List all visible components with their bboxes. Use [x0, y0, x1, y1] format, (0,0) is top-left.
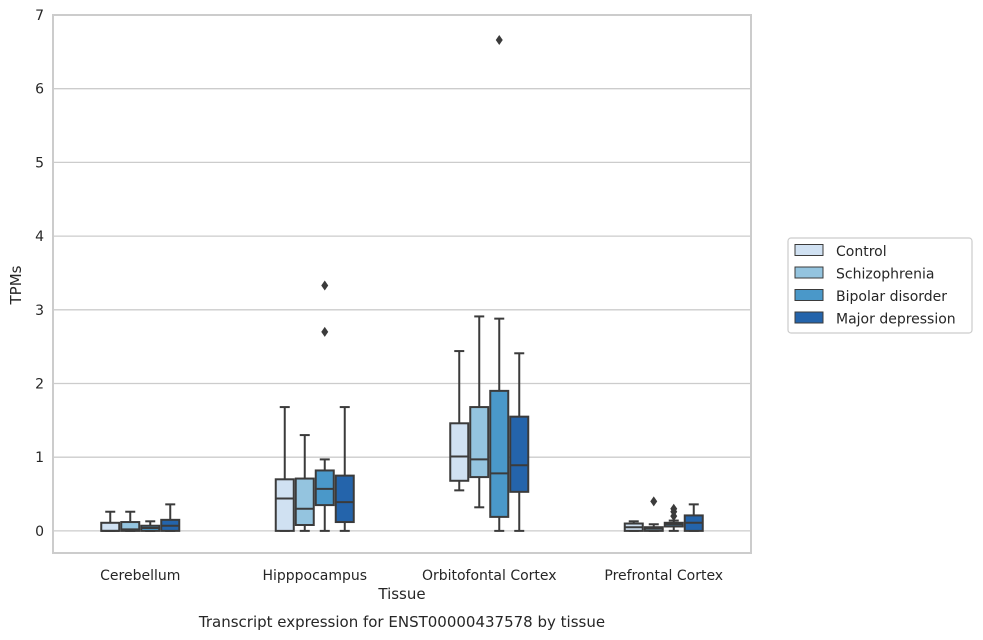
y-axis-ticks: 0 1 2 3 4 5 6 7 — [35, 8, 44, 540]
legend-label: Control — [836, 244, 887, 260]
x-tick-label: Cerebellum — [100, 568, 180, 584]
legend: Control Schizophrenia Bipolar disorder Majo… — [787, 237, 973, 334]
box-major-depression — [509, 352, 530, 532]
box-body — [449, 422, 470, 482]
legend-frame — [787, 237, 973, 334]
legend-label: Schizophrenia — [836, 267, 934, 283]
y-tick-label: 1 — [35, 450, 44, 466]
y-axis-title: TPMs — [7, 265, 25, 305]
box-control — [274, 406, 295, 532]
box-body — [489, 389, 510, 518]
legend-swatch — [794, 266, 824, 279]
outlier-point — [321, 280, 329, 291]
grid-lines — [53, 14, 751, 532]
y-tick-label: 5 — [35, 155, 44, 171]
outlier-point — [321, 326, 329, 337]
legend-swatch — [794, 289, 824, 301]
x-tick-label: Orbitofontal Cortex — [422, 568, 557, 584]
box-bipolar-disorder — [663, 503, 684, 532]
box-schizophrenia — [120, 510, 141, 532]
box-body — [509, 415, 530, 493]
box-body — [294, 477, 315, 526]
box-bipolar-disorder — [314, 280, 335, 532]
plot-frame — [52, 14, 752, 554]
box-control — [449, 350, 470, 492]
boxes — [100, 35, 704, 532]
legend-label: Bipolar disorder — [836, 289, 947, 305]
y-tick-label: 3 — [35, 303, 44, 319]
x-tick-label: Prefrontal Cortex — [604, 568, 723, 584]
legend-swatch — [794, 244, 824, 256]
box-bipolar-disorder — [140, 520, 161, 532]
outlier-point — [650, 496, 658, 507]
box-major-depression — [160, 503, 181, 532]
outlier-point — [670, 503, 678, 514]
x-axis-title: Tissue — [377, 585, 425, 603]
box-control — [623, 520, 644, 532]
box-major-depression — [334, 406, 355, 532]
box-body — [334, 474, 355, 524]
x-tick-label: Hipppocampus — [262, 568, 367, 584]
box-body — [314, 469, 335, 507]
figure-caption: Transcript expression for ENST0000043757… — [198, 613, 605, 631]
y-tick-label: 0 — [35, 524, 44, 540]
box-body — [274, 478, 295, 532]
outlier-point — [495, 35, 503, 46]
x-axis-ticks: Cerebellum Hipppocampus Orbitofontal Corte… — [100, 568, 723, 584]
box-schizophrenia — [469, 315, 490, 509]
y-tick-label: 4 — [35, 229, 44, 245]
y-tick-label: 7 — [35, 8, 44, 24]
box-schizophrenia — [643, 496, 664, 532]
box-body — [120, 521, 141, 532]
box-major-depression — [683, 503, 704, 532]
legend-label: Major depression — [836, 312, 956, 328]
box-body — [100, 521, 121, 532]
y-tick-label: 2 — [35, 376, 44, 392]
y-tick-label: 6 — [35, 82, 44, 98]
box-body — [469, 406, 490, 479]
legend-swatch — [794, 311, 824, 324]
box-control — [100, 510, 121, 532]
box-schizophrenia — [294, 434, 315, 532]
box-bipolar-disorder — [489, 35, 510, 532]
